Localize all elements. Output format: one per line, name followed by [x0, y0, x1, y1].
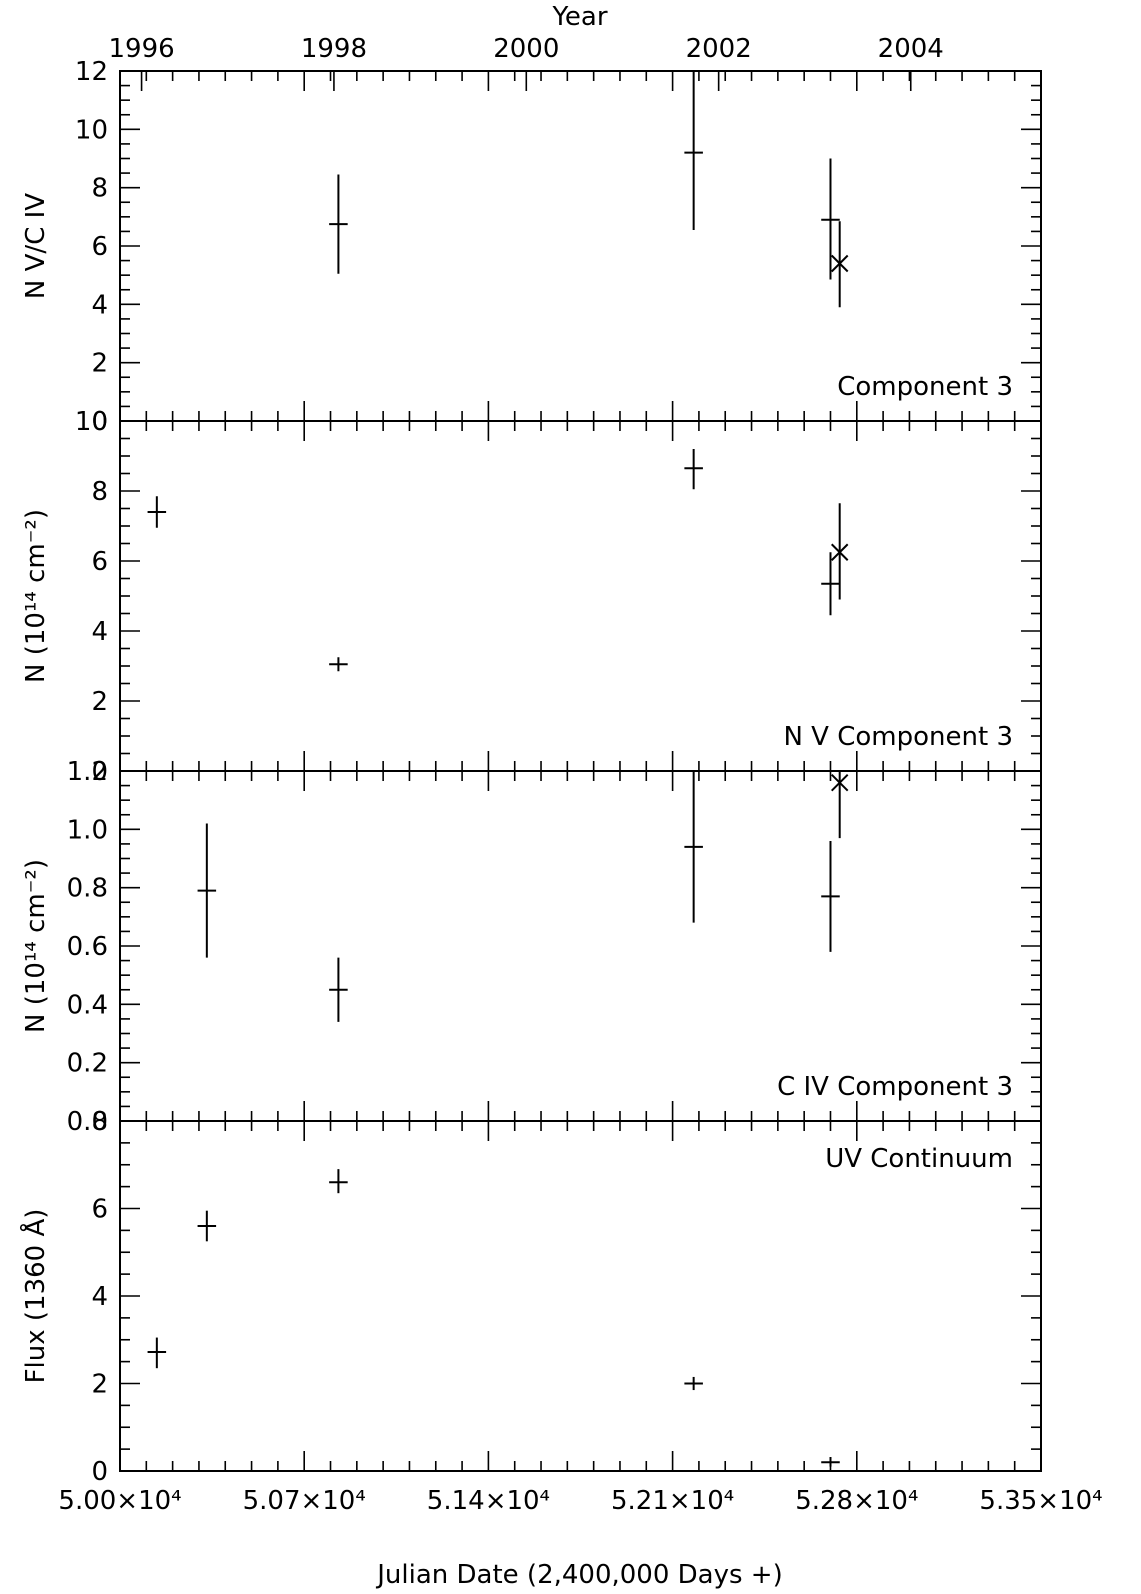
y-tick-label: 10 — [75, 115, 108, 145]
y-tick-label: 4 — [91, 617, 108, 647]
y-tick-label: 8 — [91, 1107, 108, 1137]
y-tick-label: 0 — [91, 407, 108, 437]
top-axis-tick-label: 2002 — [686, 34, 752, 64]
y-tick-label: 1.0 — [67, 815, 108, 845]
data-point — [830, 221, 849, 308]
y-tick-label: 8 — [91, 477, 108, 507]
panel-label: UV Continuum — [825, 1144, 1013, 1174]
data-point — [147, 496, 167, 528]
y-axis-title: Flux (1360 Å) — [19, 1209, 51, 1384]
y-tick-label: 0.0 — [67, 1107, 108, 1137]
panel-3: 0.0 0.2 0.4 0.6 0.8 1.0 1.2 C IV Component 3 N (… — [21, 757, 1042, 1137]
data-point — [197, 1210, 217, 1242]
data-point — [684, 1376, 703, 1391]
panel-frame — [119, 770, 1042, 1122]
x-tick-label: 5.00×10⁴ — [58, 1486, 181, 1516]
panel-2: 0 2 4 6 8 10 N V Component 3 N (10¹⁴ cm⁻²) — [21, 407, 1042, 787]
panel-frame — [119, 420, 1042, 772]
y-tick-label: 0 — [91, 757, 108, 787]
y-tick-label: 6 — [91, 547, 108, 577]
data-point — [821, 158, 840, 280]
x-marker-stroke — [830, 773, 849, 792]
y-tick-label: 0.8 — [67, 874, 108, 904]
top-axis-tick-label: 1996 — [108, 34, 174, 64]
data-point — [197, 823, 217, 958]
panel-label: Component 3 — [837, 372, 1013, 402]
y-tick-label: 0 — [91, 1457, 108, 1487]
y-tick-label: 10 — [75, 407, 108, 437]
y-tick-label: 2 — [91, 1370, 108, 1400]
x-marker-stroke — [830, 543, 849, 561]
data-point — [684, 449, 703, 490]
data-point — [329, 174, 348, 274]
top-axis-tick-label: 1998 — [301, 34, 367, 64]
top-axis-tick-label: 2004 — [878, 34, 944, 64]
panel-4: 0 2 4 6 8 UV Continuum Flux (1360 Å) — [19, 1107, 1042, 1487]
y-tick-label: 0.6 — [67, 932, 108, 962]
x-tick-label: 5.35×10⁴ — [979, 1486, 1102, 1516]
x-tick-label: 5.28×10⁴ — [795, 1486, 918, 1516]
data-point — [329, 657, 348, 672]
y-tick-label: 12 — [75, 57, 108, 87]
y-tick-label: 4 — [91, 1282, 108, 1312]
data-point — [830, 503, 849, 600]
x-marker-stroke — [830, 254, 849, 273]
y-tick-label: 1.2 — [67, 757, 108, 787]
data-point — [684, 71, 703, 230]
data-point — [821, 1457, 840, 1467]
y-tick-label: 2 — [91, 349, 108, 379]
x-tick-label: 5.07×10⁴ — [243, 1486, 366, 1516]
y-tick-label: 6 — [91, 232, 108, 262]
y-tick-label: 2 — [91, 687, 108, 717]
panel-1: 0 2 4 6 8 10 12 Component 3 N V/C IV — [21, 57, 1042, 437]
y-tick-label: 8 — [91, 174, 108, 204]
data-point — [830, 771, 849, 839]
x-tick-label: 5.21×10⁴ — [611, 1486, 734, 1516]
panel-frame — [119, 70, 1042, 422]
top-axis-title: Year — [551, 2, 607, 32]
y-tick-label: 4 — [91, 290, 108, 320]
x-axis-title: Julian Date (2,400,000 Days +) — [375, 1560, 783, 1590]
data-point — [821, 552, 840, 616]
data-point — [329, 957, 348, 1022]
y-tick-label: 0.4 — [67, 990, 108, 1020]
data-point — [329, 1169, 348, 1194]
data-point — [684, 771, 703, 923]
x-tick-label: 5.14×10⁴ — [427, 1486, 550, 1516]
panel-label: N V Component 3 — [783, 722, 1013, 752]
y-axis-title: N (10¹⁴ cm⁻²) — [21, 509, 51, 683]
y-tick-label: 6 — [91, 1195, 108, 1225]
y-axis-title: N (10¹⁴ cm⁻²) — [21, 859, 51, 1033]
y-axis-title: N V/C IV — [21, 193, 51, 299]
data-point — [147, 1337, 167, 1369]
data-point — [821, 841, 840, 952]
panel-label: C IV Component 3 — [777, 1072, 1013, 1102]
y-tick-label: 0.2 — [67, 1049, 108, 1079]
top-axis-tick-label: 2000 — [493, 34, 559, 64]
